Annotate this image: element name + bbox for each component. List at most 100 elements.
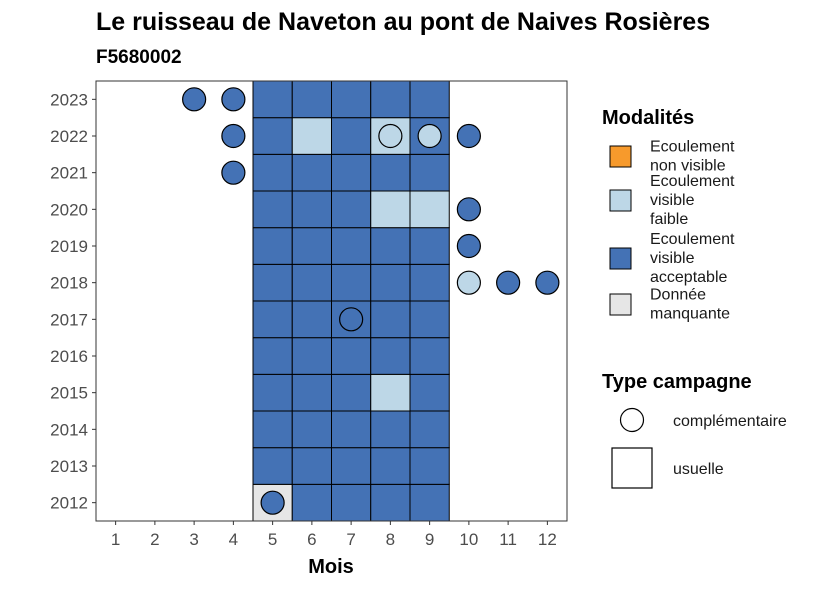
heatmap-cell-2020-6 bbox=[291, 190, 332, 229]
heatmap-cell-2022-6 bbox=[291, 117, 332, 155]
heatmap-cell-2018-5 bbox=[252, 263, 293, 302]
legend-swatch-3 bbox=[609, 293, 632, 316]
x-tick-label: 6 bbox=[307, 530, 316, 549]
heatmap-cell-2013-8 bbox=[370, 447, 411, 485]
heatmap-cell-2019-5 bbox=[252, 227, 293, 265]
heatmap-cell-2023-7 bbox=[331, 80, 372, 119]
legend-swatch-0 bbox=[609, 145, 632, 168]
y-tick-label: 2019 bbox=[50, 237, 88, 256]
heatmap-cell-2012-9 bbox=[409, 483, 450, 522]
heatmap-cell-2022-7 bbox=[331, 117, 372, 155]
heatmap-cell-2023-6 bbox=[291, 80, 332, 119]
heatmap-cell-2017-9 bbox=[409, 300, 450, 339]
legend-title-modalites: Modalités bbox=[602, 107, 694, 129]
legend-label-2-line-0: Ecoulement bbox=[650, 231, 735, 248]
complementary-points bbox=[182, 87, 560, 515]
heatmap-cells bbox=[252, 80, 450, 522]
plot-panel-border bbox=[95, 80, 568, 522]
legend-key-usuelle bbox=[611, 447, 653, 489]
heatmap-cell-2014-8 bbox=[370, 410, 411, 449]
x-tick-label: 9 bbox=[425, 530, 434, 549]
heatmap-cell-2012-6 bbox=[291, 483, 332, 522]
heatmap-cell-2023-5 bbox=[252, 80, 293, 119]
x-tick-label: 10 bbox=[459, 530, 478, 549]
point-2023-4 bbox=[221, 87, 246, 112]
legend-label-usuelle: usuelle bbox=[673, 461, 724, 478]
legend-title-campagne: Type campagne bbox=[602, 371, 752, 393]
x-tick-label: 7 bbox=[346, 530, 355, 549]
chart-title: Le ruisseau de Naveton au pont de Naives… bbox=[96, 8, 710, 36]
heatmap-cell-2016-9 bbox=[409, 337, 450, 375]
heatmap-cell-2017-5 bbox=[252, 300, 293, 339]
point-2023-3 bbox=[182, 87, 207, 112]
legend-label-complementaire: complémentaire bbox=[673, 413, 787, 430]
point-2020-10 bbox=[456, 197, 481, 222]
heatmap-cell-2016-7 bbox=[331, 337, 372, 375]
heatmap-cell-2015-8 bbox=[370, 373, 411, 412]
x-axis-title: Mois bbox=[308, 556, 354, 578]
y-tick-label: 2020 bbox=[50, 200, 88, 219]
heatmap-cell-2020-8 bbox=[370, 190, 411, 229]
heatmap-cell-2014-6 bbox=[291, 410, 332, 449]
legend-swatch-2 bbox=[609, 247, 632, 270]
heatmap-cell-2020-7 bbox=[331, 190, 372, 229]
heatmap-cell-2021-9 bbox=[409, 153, 450, 192]
heatmap-cell-2018-9 bbox=[409, 263, 450, 302]
legend-label-2-line-2: acceptable bbox=[650, 269, 727, 286]
heatmap-cell-2018-8 bbox=[370, 263, 411, 302]
x-tick-label: 2 bbox=[150, 530, 159, 549]
x-tick-label: 4 bbox=[229, 530, 238, 549]
heatmap-cell-2018-6 bbox=[291, 263, 332, 302]
y-tick-label: 2015 bbox=[50, 384, 88, 403]
heatmap-cell-2012-8 bbox=[370, 483, 411, 522]
heatmap-cell-2022-5 bbox=[252, 117, 293, 155]
heatmap-cell-2021-8 bbox=[370, 153, 411, 192]
heatmap-cell-2020-9 bbox=[409, 190, 450, 229]
y-axis: 2012 2013 2014 2015 2016 2017 2018 2019 2020 2021… bbox=[50, 90, 96, 513]
heatmap-cell-2019-6 bbox=[291, 227, 332, 265]
x-tick-label: 1 bbox=[111, 530, 120, 549]
point-2018-12 bbox=[535, 270, 560, 295]
point-2012-5 bbox=[260, 490, 285, 515]
point-2022-4 bbox=[221, 123, 246, 149]
legend-label-0-line-1: non visible bbox=[650, 158, 726, 175]
heatmap-cell-2014-9 bbox=[409, 410, 450, 449]
x-tick-label: 12 bbox=[538, 530, 557, 549]
legend-label-3-line-0: Donnée bbox=[650, 287, 706, 304]
heatmap-cell-2016-5 bbox=[252, 337, 293, 375]
heatmap-cell-2015-5 bbox=[252, 373, 293, 412]
y-tick-label: 2013 bbox=[50, 457, 88, 476]
heatmap-cell-2018-7 bbox=[331, 263, 372, 302]
x-tick-label: 5 bbox=[268, 530, 277, 549]
point-2017-7 bbox=[339, 307, 364, 332]
heatmap-cell-2013-6 bbox=[291, 447, 332, 485]
y-tick-label: 2014 bbox=[50, 420, 88, 439]
legend-label-0-line-0: Ecoulement bbox=[650, 139, 735, 156]
chart-subtitle: F5680002 bbox=[96, 47, 182, 68]
heatmap-cell-2017-8 bbox=[370, 300, 411, 339]
legend-label-2-line-1: visible bbox=[650, 250, 695, 267]
x-tick-label: 11 bbox=[499, 530, 517, 549]
legend-swatch-1 bbox=[609, 189, 632, 212]
y-tick-label: 2021 bbox=[50, 164, 88, 183]
legend-label-1-line-0: Ecoulement bbox=[650, 173, 735, 190]
y-tick-label: 2017 bbox=[50, 310, 88, 329]
point-2022-8 bbox=[378, 123, 403, 149]
legend-label-1-line-1: visible bbox=[650, 192, 695, 209]
legend-key-complementaire bbox=[619, 407, 645, 433]
point-2018-10 bbox=[456, 270, 481, 295]
heatmap-cell-2013-9 bbox=[409, 447, 450, 485]
legend-label-3-line-1: manquante bbox=[650, 306, 730, 323]
point-2022-10 bbox=[456, 123, 481, 149]
x-tick-label: 3 bbox=[189, 530, 198, 549]
heatmap-cell-2019-8 bbox=[370, 227, 411, 265]
heatmap-cell-2019-7 bbox=[331, 227, 372, 265]
y-tick-label: 2018 bbox=[50, 274, 88, 293]
heatmap-cell-2016-8 bbox=[370, 337, 411, 375]
y-tick-label: 2012 bbox=[50, 494, 88, 513]
heatmap-cell-2014-5 bbox=[252, 410, 293, 449]
heatmap-cell-2023-9 bbox=[409, 80, 450, 119]
